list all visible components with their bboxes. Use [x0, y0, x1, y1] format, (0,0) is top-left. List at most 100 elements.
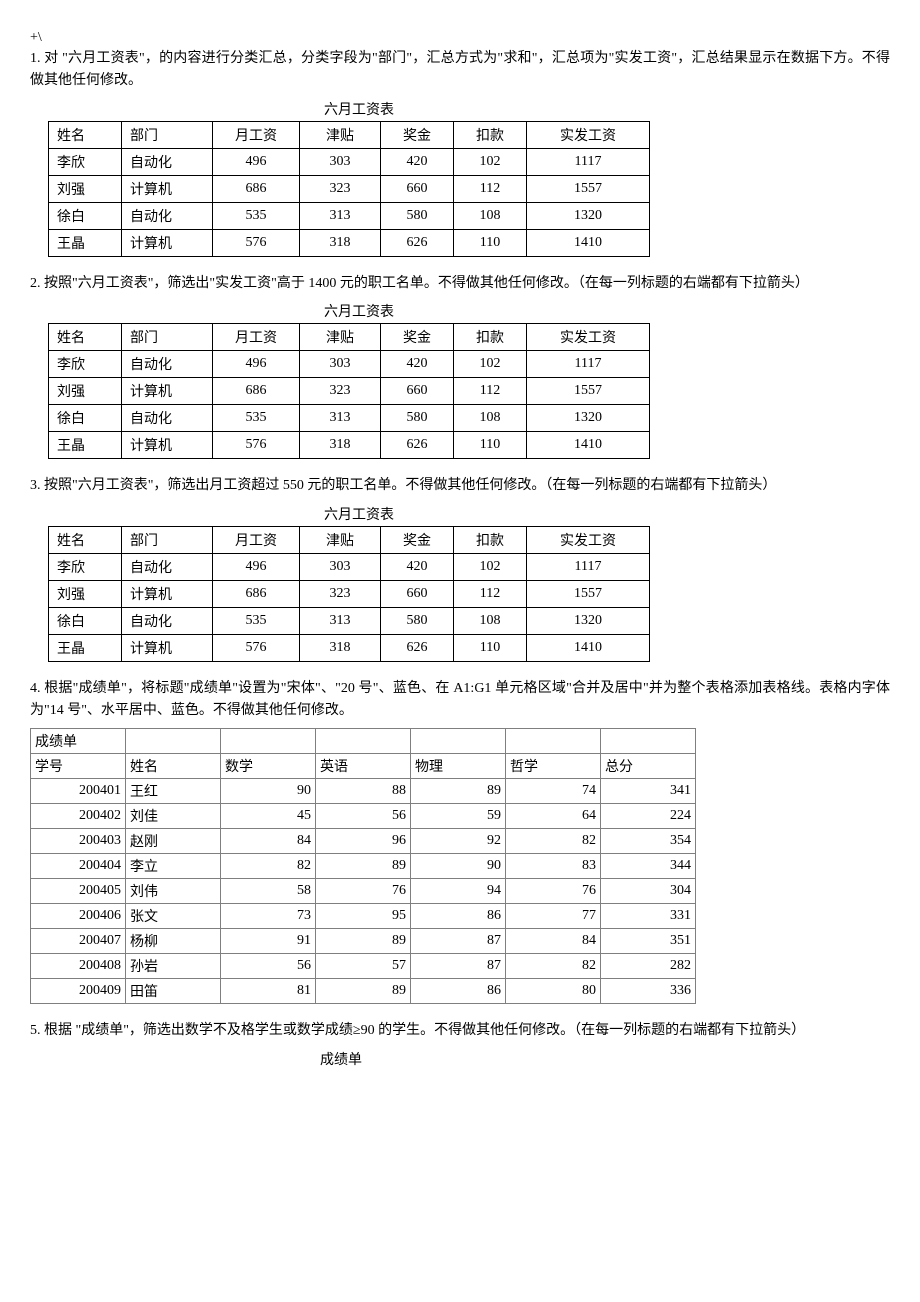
table-cell: 420: [381, 148, 454, 175]
table-cell: 自动化: [122, 148, 213, 175]
col-bonus: 奖金: [381, 324, 454, 351]
table-cell: 660: [381, 580, 454, 607]
question-3: 3. 按照"六月工资表"，筛选出月工资超过 550 元的职工名单。不得做其他任何…: [30, 475, 890, 497]
question-4: 4. 根据"成绩单"，将标题"成绩单"设置为"宋体"、"20 号"、蓝色、在 A…: [30, 678, 890, 723]
table-cell: 576: [213, 229, 300, 256]
table-cell: 94: [411, 879, 506, 904]
col-monthly: 月工资: [213, 121, 300, 148]
salary-body-2: 李欣自动化4963034201021117刘强计算机68632366011215…: [49, 351, 650, 459]
table-row: 王晶计算机5763186261101410: [49, 634, 650, 661]
table-cell: 89: [316, 854, 411, 879]
col-actual: 实发工资: [527, 324, 650, 351]
table-cell: 90: [221, 779, 316, 804]
table-cell: 351: [601, 929, 696, 954]
table-cell: 1320: [527, 607, 650, 634]
table-cell: 282: [601, 954, 696, 979]
table-cell: 田笛: [126, 979, 221, 1004]
table-cell: 626: [381, 432, 454, 459]
table-cell: 535: [213, 607, 300, 634]
table-cell: 92: [411, 829, 506, 854]
col-phil: 哲学: [506, 754, 601, 779]
table-cell: 84: [221, 829, 316, 854]
table-cell: 李立: [126, 854, 221, 879]
table-cell: 200403: [31, 829, 126, 854]
col-bonus: 奖金: [381, 121, 454, 148]
table-cell: 赵刚: [126, 829, 221, 854]
col-name: 姓名: [49, 526, 122, 553]
table-cell: 计算机: [122, 432, 213, 459]
table-cell: 303: [300, 351, 381, 378]
salary-table-2: 姓名 部门 月工资 津贴 奖金 扣款 实发工资 李欣自动化49630342010…: [48, 323, 650, 459]
table-cell: 108: [454, 202, 527, 229]
col-allowance: 津贴: [300, 526, 381, 553]
table-cell: 自动化: [122, 607, 213, 634]
table-cell: 224: [601, 804, 696, 829]
table-row: 200402刘佳45565964224: [31, 804, 696, 829]
col-actual: 实发工资: [527, 121, 650, 148]
table-cell: 张文: [126, 904, 221, 929]
table-cell: 1410: [527, 432, 650, 459]
table-cell: 323: [300, 175, 381, 202]
table-cell: 计算机: [122, 580, 213, 607]
table-cell: 76: [506, 879, 601, 904]
table-cell: 81: [221, 979, 316, 1004]
table-cell: 336: [601, 979, 696, 1004]
table-cell: 420: [381, 553, 454, 580]
table-cell: 86: [411, 904, 506, 929]
table-cell: 64: [506, 804, 601, 829]
table-cell: 87: [411, 954, 506, 979]
table-cell: 1320: [527, 405, 650, 432]
table-cell: 200407: [31, 929, 126, 954]
table-cell: 王晶: [49, 432, 122, 459]
table-cell: 344: [601, 854, 696, 879]
table-cell: 82: [506, 829, 601, 854]
col-deduction: 扣款: [454, 121, 527, 148]
table-cell: 87: [411, 929, 506, 954]
table-cell: 576: [213, 432, 300, 459]
col-allowance: 津贴: [300, 121, 381, 148]
table-cell: 1557: [527, 175, 650, 202]
col-allowance: 津贴: [300, 324, 381, 351]
table-cell: 1410: [527, 229, 650, 256]
score-body: 200401王红90888974341200402刘佳4556596422420…: [31, 779, 696, 1004]
score-title-row: 成绩单: [31, 729, 696, 754]
table-header-row: 姓名 部门 月工资 津贴 奖金 扣款 实发工资: [49, 324, 650, 351]
table-cell: 313: [300, 405, 381, 432]
table-cell: 496: [213, 351, 300, 378]
col-deduction: 扣款: [454, 526, 527, 553]
table-header-row: 姓名 部门 月工资 津贴 奖金 扣款 实发工资: [49, 526, 650, 553]
col-actual: 实发工资: [527, 526, 650, 553]
table-cell: 420: [381, 351, 454, 378]
table-cell: 59: [411, 804, 506, 829]
table-row: 徐白自动化5353135801081320: [49, 607, 650, 634]
score-table: 成绩单 学号 姓名 数学 英语 物理 哲学 总分 200401王红9088897…: [30, 728, 696, 1004]
table-cell: 496: [213, 553, 300, 580]
col-dept: 部门: [122, 121, 213, 148]
table-cell: 1117: [527, 148, 650, 175]
table-cell: 354: [601, 829, 696, 854]
col-bonus: 奖金: [381, 526, 454, 553]
table-cell: 331: [601, 904, 696, 929]
table-cell: 自动化: [122, 405, 213, 432]
col-deduction: 扣款: [454, 324, 527, 351]
table-cell: 计算机: [122, 634, 213, 661]
table-cell: 318: [300, 229, 381, 256]
question-1: 1. 对 "六月工资表"，的内容进行分类汇总，分类字段为"部门"，汇总方式为"求…: [30, 48, 890, 93]
table-cell: 李欣: [49, 351, 122, 378]
table-cell: 自动化: [122, 202, 213, 229]
col-dept: 部门: [122, 324, 213, 351]
table-cell: 576: [213, 634, 300, 661]
table-cell: 95: [316, 904, 411, 929]
table-row: 刘强计算机6863236601121557: [49, 580, 650, 607]
table-cell: 318: [300, 432, 381, 459]
table-cell: 89: [316, 929, 411, 954]
table-cell: 313: [300, 607, 381, 634]
table-cell: 76: [316, 879, 411, 904]
table-row: 徐白自动化5353135801081320: [49, 202, 650, 229]
table-cell: 323: [300, 378, 381, 405]
table-row: 200403赵刚84969282354: [31, 829, 696, 854]
table-cell: 58: [221, 879, 316, 904]
table-cell: 304: [601, 879, 696, 904]
table-cell: 刘佳: [126, 804, 221, 829]
table-cell: 1557: [527, 378, 650, 405]
